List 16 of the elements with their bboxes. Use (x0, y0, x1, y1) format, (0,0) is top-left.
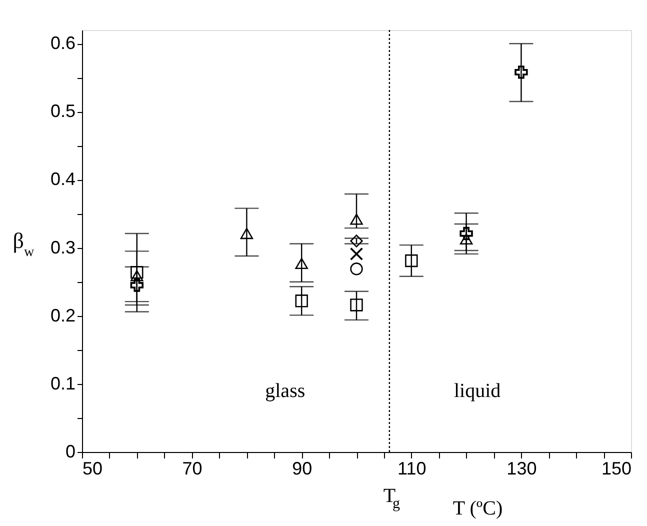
x-tick-label: 110 (398, 458, 426, 478)
x-tick-label: 150 (601, 458, 632, 478)
y-tick-label: 0.2 (50, 305, 76, 326)
y-tick-label: 0.3 (50, 237, 76, 258)
x-tick-label: 90 (292, 458, 312, 478)
annotation: glass (265, 380, 306, 402)
y-tick-label: 0.5 (50, 101, 76, 122)
y-tick-label: 0 (65, 442, 76, 462)
y-tick-label: 0.1 (50, 373, 76, 394)
x-tick-label: 50 (82, 458, 103, 478)
y-tick-label: 0.4 (50, 169, 76, 190)
annotation: liquid (454, 380, 501, 402)
x-axis-title: T (ºC) (452, 498, 503, 520)
x-tick-label: 130 (506, 458, 537, 478)
y-tick-label: 0.6 (50, 33, 76, 54)
x-tick-label: 70 (182, 458, 202, 478)
